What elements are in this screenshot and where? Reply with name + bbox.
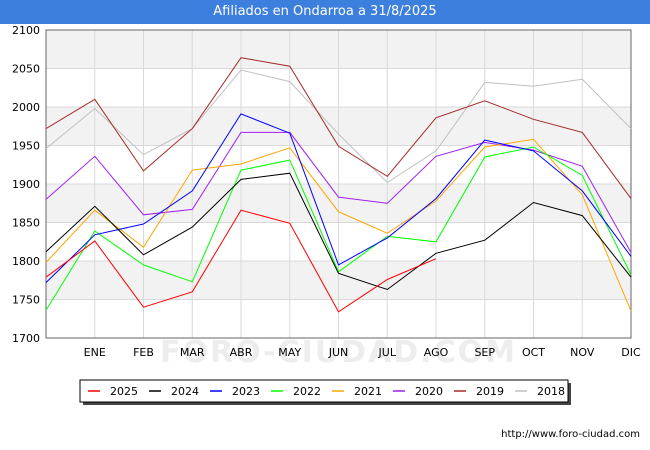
y-tick-label: 1850 xyxy=(12,217,40,230)
x-tick-label: JUN xyxy=(328,346,349,359)
y-tick-label: 2000 xyxy=(12,101,40,114)
x-tick-label: OCT xyxy=(522,346,545,359)
y-tick-label: 1900 xyxy=(12,178,40,191)
x-tick-label: ENE xyxy=(84,346,106,359)
x-tick-label: MAR xyxy=(180,346,205,359)
series-line-2021 xyxy=(45,138,632,312)
series-line-2022 xyxy=(45,146,632,311)
x-tick-label: ABR xyxy=(230,346,253,359)
series-line-2020 xyxy=(45,131,632,253)
series-line-2023 xyxy=(45,113,632,283)
x-tick-label: DIC xyxy=(621,346,641,359)
legend-label-2022: 2022 xyxy=(293,385,321,398)
series-line-2024 xyxy=(45,172,632,291)
legend-label-2019: 2019 xyxy=(476,385,504,398)
x-tick-label: JUL xyxy=(378,346,397,359)
plot-border xyxy=(45,29,632,339)
series-line-2025 xyxy=(45,209,437,313)
legend-label-2024: 2024 xyxy=(171,385,199,398)
x-tick-label: FEB xyxy=(133,346,154,359)
x-tick-label: NOV xyxy=(570,346,595,359)
series-line-2019 xyxy=(45,57,632,199)
legend-label-2020: 2020 xyxy=(415,385,443,398)
series-line-2018 xyxy=(45,69,632,184)
y-tick-label: 2050 xyxy=(12,63,40,76)
watermark: FORO-CIUDAD.COM xyxy=(160,335,517,370)
y-tick-label: 2100 xyxy=(12,24,40,37)
y-tick-label: 1750 xyxy=(12,294,40,307)
source-url[interactable]: http://www.foro-ciudad.com xyxy=(501,429,640,440)
x-tick-label: SEP xyxy=(474,346,495,359)
y-tick-label: 1950 xyxy=(12,140,40,153)
legend-label-2025: 2025 xyxy=(110,385,138,398)
x-tick-label: AGO xyxy=(424,346,449,359)
legend-label-2018: 2018 xyxy=(537,385,565,398)
legend-label-2021: 2021 xyxy=(354,385,382,398)
legend-label-2023: 2023 xyxy=(232,385,260,398)
legend-box xyxy=(79,379,569,403)
x-tick-label: MAY xyxy=(278,346,301,359)
chart-title: Afiliados en Ondarroa a 31/8/2025 xyxy=(0,0,650,24)
y-tick-label: 1800 xyxy=(12,255,40,268)
y-tick-label: 1700 xyxy=(12,332,40,345)
